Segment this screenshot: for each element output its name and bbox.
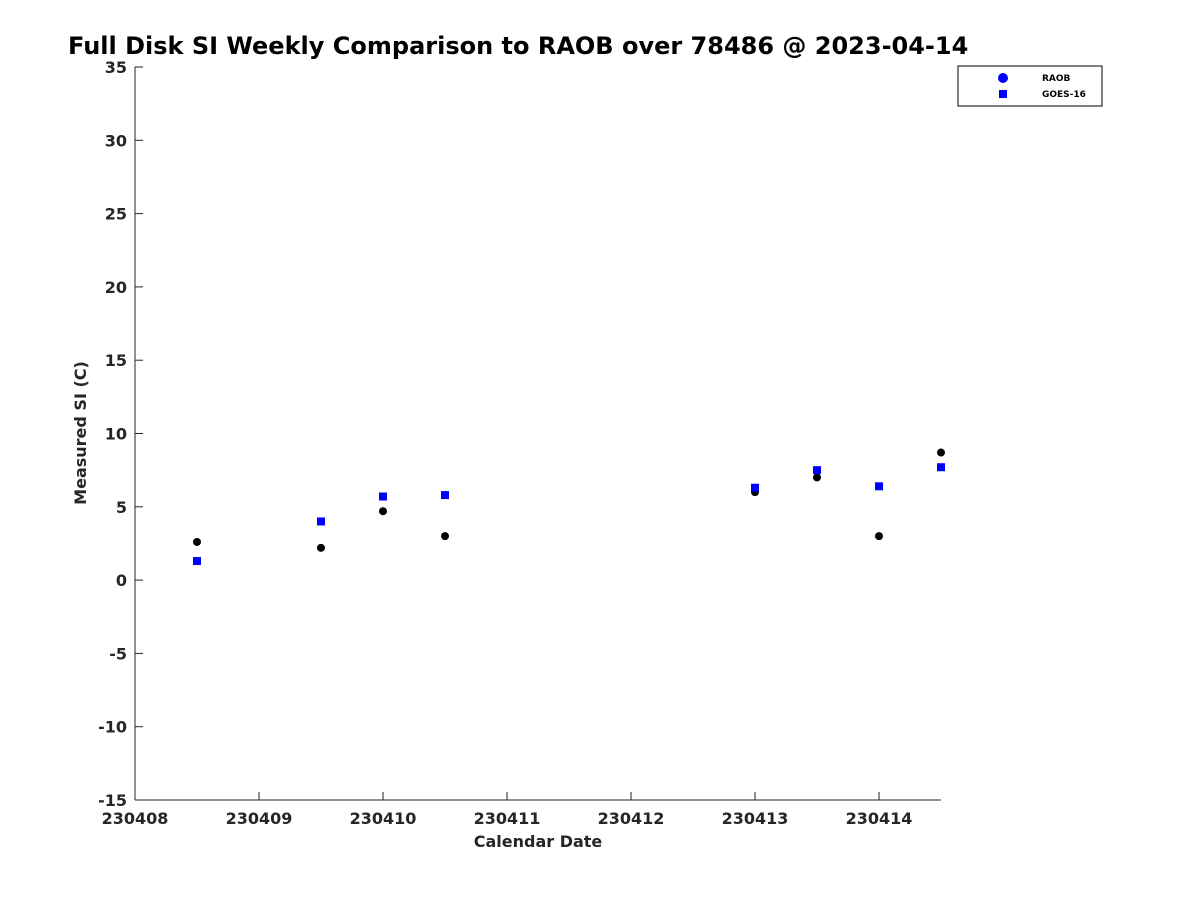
x-axis-ticks: 230408 230409 230410 230411 230412 230413 2304…	[102, 792, 913, 828]
x-tick-label: 230414	[846, 809, 913, 828]
legend-circle-marker	[998, 73, 1008, 83]
y-tick-label: 5	[116, 498, 127, 517]
y-tick-label: -5	[109, 644, 127, 663]
series-raob	[193, 448, 945, 552]
goes-point	[937, 463, 945, 472]
legend-box	[957, 65, 1103, 107]
raob-point	[813, 473, 821, 482]
raob-point	[441, 532, 449, 541]
raob-point	[379, 507, 387, 516]
y-tick-label: 15	[105, 351, 127, 370]
goes-point	[193, 557, 201, 566]
y-axis-label: Measured SI (C)	[71, 361, 90, 505]
y-tick-label: -15	[98, 791, 127, 810]
data-points	[193, 448, 945, 566]
goes-point	[317, 517, 325, 526]
x-tick-label: 230409	[226, 809, 293, 828]
goes-point	[875, 482, 883, 491]
raob-point	[875, 532, 883, 541]
y-tick-label: 30	[105, 131, 127, 150]
plot-axes	[134, 67, 941, 801]
y-tick-label: -10	[98, 718, 127, 737]
x-tick-label: 230408	[102, 809, 169, 828]
legend-label: GOES-16	[1042, 90, 1086, 100]
raob-point	[193, 537, 201, 546]
y-tick-label: 20	[105, 278, 127, 297]
y-tick-label: 25	[105, 205, 127, 224]
legend-label: RAOB	[1042, 74, 1071, 84]
raob-point	[317, 543, 325, 552]
raob-point	[937, 448, 945, 457]
y-tick-label: 35	[105, 58, 127, 77]
goes-point	[379, 492, 387, 501]
legend: RAOB GOES-16	[957, 65, 1103, 107]
goes-point	[751, 483, 759, 492]
x-tick-label: 230411	[474, 809, 541, 828]
legend-square-marker	[999, 90, 1007, 98]
series-goes-16	[193, 463, 945, 566]
chart-title: Full Disk SI Weekly Comparison to RAOB o…	[68, 32, 968, 60]
y-tick-label: 0	[116, 571, 127, 590]
y-tick-label: 10	[105, 425, 127, 444]
x-tick-label: 230410	[350, 809, 417, 828]
goes-point	[441, 491, 449, 500]
goes-point	[813, 466, 821, 475]
y-axis-ticks: -15 -10 -5 0 5 10 15 20 25 30 35	[98, 58, 143, 810]
x-tick-label: 230413	[722, 809, 789, 828]
x-tick-label: 230412	[598, 809, 665, 828]
x-axis-label: Calendar Date	[474, 832, 603, 851]
